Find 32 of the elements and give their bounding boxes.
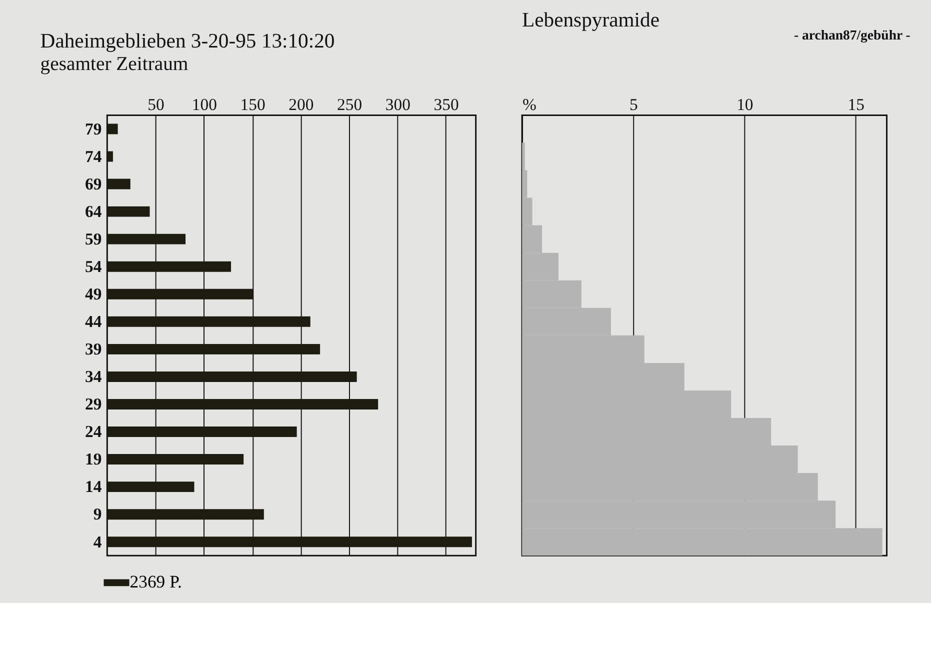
y-tick-label: 14 [85, 477, 102, 496]
y-tick-label: 49 [85, 284, 102, 304]
x-tick-label: 150 [240, 94, 266, 114]
y-tick-label: 69 [85, 174, 102, 194]
y-tick-label: 74 [85, 146, 102, 166]
chart-title: Daheimgeblieben 3-20-95 13:10:20 [40, 30, 335, 52]
x-tick-label: 100 [192, 94, 217, 114]
y-tick-label: 54 [85, 257, 102, 276]
x-tick-label: 15 [848, 94, 864, 114]
y-tick-label: 64 [85, 202, 102, 221]
x-tick-label: 300 [385, 94, 410, 114]
y-tick-label: 19 [85, 450, 102, 469]
y-tick-label: 39 [85, 340, 102, 359]
y-tick-label: 29 [85, 394, 102, 414]
y-tick-label: 34 [85, 367, 102, 386]
x-tick-label: 200 [288, 94, 314, 114]
text: - archan87/gebühr - [794, 28, 911, 44]
y-tick-label: 59 [85, 229, 102, 248]
y-tick-label: 9 [93, 504, 102, 524]
x-tick-label: 5 [630, 94, 638, 114]
x-tick-label: % [522, 94, 537, 114]
chart-subtitle: gesamter Zeitraum [40, 52, 188, 75]
x-tick-label: 250 [337, 94, 362, 114]
legend-label: 2369 P. [130, 572, 182, 592]
y-tick-label: 79 [85, 119, 102, 138]
x-tick-label: 50 [148, 94, 164, 114]
y-tick-label: 24 [85, 422, 102, 442]
x-tick-label: 10 [736, 94, 754, 114]
chart-title: Lebenspyramide [522, 10, 660, 32]
y-tick-label: 44 [85, 312, 102, 332]
x-tick-label: 350 [434, 94, 459, 114]
y-tick-label: 4 [93, 532, 102, 552]
